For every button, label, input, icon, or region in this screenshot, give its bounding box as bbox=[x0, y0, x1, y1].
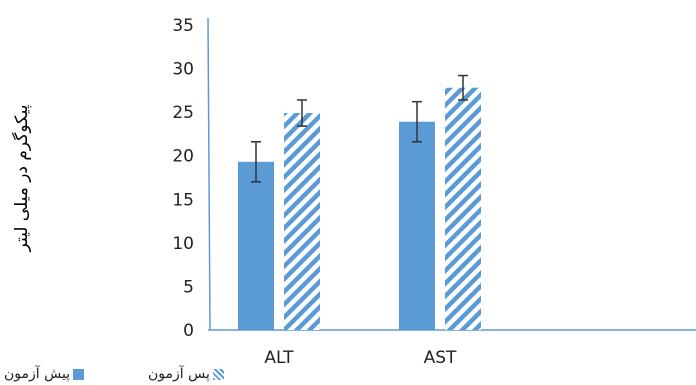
y-tick-label-6: 30 bbox=[172, 60, 194, 80]
legend: پیش آزمون پس آزمون bbox=[0, 366, 260, 384]
error-bar-ast-pretest bbox=[412, 100, 422, 143]
legend-label-pretest: پیش آزمون bbox=[4, 366, 71, 382]
y-tick-label-5: 25 bbox=[172, 103, 194, 123]
bar-alt-posttest bbox=[284, 113, 320, 330]
y-tick-label-7: 35 bbox=[172, 16, 194, 36]
y-tick-label-1: 5 bbox=[183, 277, 194, 297]
y-tick-label-0: 0 bbox=[183, 321, 194, 341]
bar-ast-posttest bbox=[445, 87, 481, 330]
legend-label-posttest: پس آزمون bbox=[148, 366, 210, 382]
legend-item-pretest: پیش آزمون bbox=[4, 366, 85, 382]
error-bar-ast-posttest bbox=[458, 74, 468, 101]
bar-alt-pretest bbox=[238, 161, 274, 330]
y-tick-label-4: 20 bbox=[172, 147, 194, 167]
x-tick-label-alt: ALT bbox=[264, 348, 294, 368]
y-axis-label: پیکوگرم در میلی لیتر bbox=[12, 104, 32, 252]
bar-ast-pretest bbox=[399, 121, 435, 330]
legend-swatch-posttest bbox=[212, 368, 224, 380]
y-tick-label-2: 10 bbox=[172, 234, 194, 254]
error-bar-alt-posttest bbox=[297, 99, 307, 127]
legend-item-posttest: پس آزمون bbox=[148, 366, 224, 382]
legend-swatch-pretest bbox=[73, 368, 85, 380]
y-tick-label-3: 15 bbox=[172, 190, 194, 210]
error-bar-alt-pretest bbox=[251, 141, 261, 183]
x-tick-label-ast: AST bbox=[424, 348, 457, 368]
y-axis-line bbox=[207, 17, 211, 331]
